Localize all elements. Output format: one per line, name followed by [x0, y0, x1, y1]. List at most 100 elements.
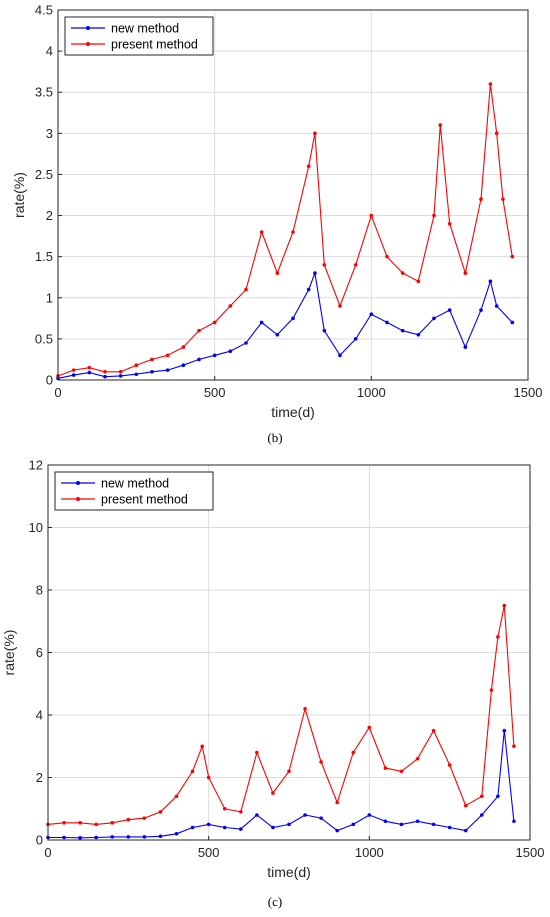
legend-label: new method	[101, 477, 169, 491]
data-point	[501, 197, 505, 201]
data-point	[275, 271, 280, 275]
data-point	[200, 744, 205, 749]
data-point	[94, 835, 98, 840]
data-point	[78, 821, 82, 825]
legend-marker	[76, 481, 80, 485]
data-point	[291, 230, 295, 234]
data-point	[400, 328, 405, 333]
data-point	[94, 822, 98, 827]
chart-c: 0 500 1000 1500 0 2 4 6 8 10 12 time(d) rate(%) new m…	[1, 458, 544, 881]
data-point	[110, 835, 115, 839]
y-tick-label: 8	[36, 583, 43, 598]
data-point	[271, 825, 275, 830]
data-point	[165, 368, 170, 372]
legend-label: present method	[101, 493, 188, 507]
data-point	[431, 822, 436, 827]
data-point	[463, 345, 468, 349]
data-point	[103, 369, 107, 374]
data-point	[432, 213, 436, 218]
data-point	[110, 821, 115, 825]
data-point	[259, 230, 264, 234]
data-point	[150, 357, 154, 362]
x-tick-label: 1500	[514, 385, 543, 400]
y-tick-label: 1	[46, 290, 53, 305]
data-point	[126, 835, 131, 839]
data-point	[510, 320, 515, 325]
data-point	[338, 304, 342, 308]
data-point	[134, 372, 139, 377]
data-point	[103, 374, 107, 379]
data-point	[244, 287, 248, 292]
x-tick-label: 1000	[355, 845, 384, 860]
y-tick-label: 0	[46, 373, 53, 388]
data-point	[447, 221, 452, 226]
data-point	[87, 365, 92, 370]
data-point	[488, 82, 493, 86]
data-point	[158, 834, 163, 839]
y-axis-label: rate(%)	[1, 630, 17, 676]
data-point	[287, 822, 291, 827]
data-point	[142, 816, 147, 820]
y-tick-label: 0.5	[35, 331, 53, 346]
y-tick-label: 6	[36, 645, 43, 660]
y-axis-label: rate(%)	[11, 172, 27, 218]
data-point	[463, 828, 468, 833]
data-point	[512, 744, 516, 749]
data-point	[415, 819, 420, 824]
data-point	[313, 131, 317, 136]
data-point	[463, 271, 468, 275]
data-point	[158, 810, 163, 814]
y-tick-label: 4.5	[35, 3, 53, 18]
data-point	[271, 791, 275, 795]
data-point	[206, 822, 211, 827]
data-point	[181, 345, 186, 349]
data-point	[244, 341, 248, 345]
data-point	[385, 320, 389, 325]
legend-box	[64, 16, 214, 56]
data-point	[399, 822, 404, 827]
data-point	[400, 271, 405, 275]
data-point	[431, 728, 436, 733]
data-point	[447, 308, 452, 312]
x-tick-label: 500	[204, 385, 226, 400]
data-point	[416, 279, 421, 284]
data-point	[383, 766, 388, 770]
data-point	[222, 806, 227, 811]
legend-label: new method	[111, 22, 179, 36]
data-point	[447, 763, 452, 767]
caption-b: (b)	[267, 430, 283, 445]
legend-box	[54, 471, 214, 511]
data-point	[275, 332, 280, 337]
data-point	[190, 769, 195, 774]
legend-label: present method	[111, 38, 198, 52]
data-point	[303, 706, 307, 711]
x-tick-label: 1000	[357, 385, 386, 400]
data-point	[255, 813, 259, 817]
data-point	[255, 750, 259, 755]
data-point	[353, 337, 358, 341]
axes-box-c	[47, 464, 531, 841]
data-point	[126, 817, 131, 822]
data-point	[353, 263, 358, 267]
data-point	[369, 312, 374, 317]
data-point	[432, 316, 436, 321]
data-point	[206, 775, 211, 780]
data-point	[447, 825, 452, 830]
data-point	[385, 254, 389, 259]
x-tick-label: 0	[54, 385, 61, 400]
data-point	[306, 164, 311, 169]
data-point	[313, 271, 317, 275]
data-point	[335, 800, 340, 805]
data-point	[502, 728, 507, 733]
data-point	[351, 750, 356, 755]
data-point	[87, 370, 92, 375]
data-point	[165, 353, 170, 358]
y-tick-label: 4	[36, 708, 43, 723]
x-axis-label: time(d)	[267, 864, 311, 880]
data-point	[494, 131, 499, 136]
y-tick-label: 2.5	[35, 167, 53, 182]
data-point	[78, 836, 82, 840]
data-point	[480, 813, 484, 817]
data-point	[338, 353, 342, 358]
y-tick-label: 1.5	[35, 249, 53, 264]
